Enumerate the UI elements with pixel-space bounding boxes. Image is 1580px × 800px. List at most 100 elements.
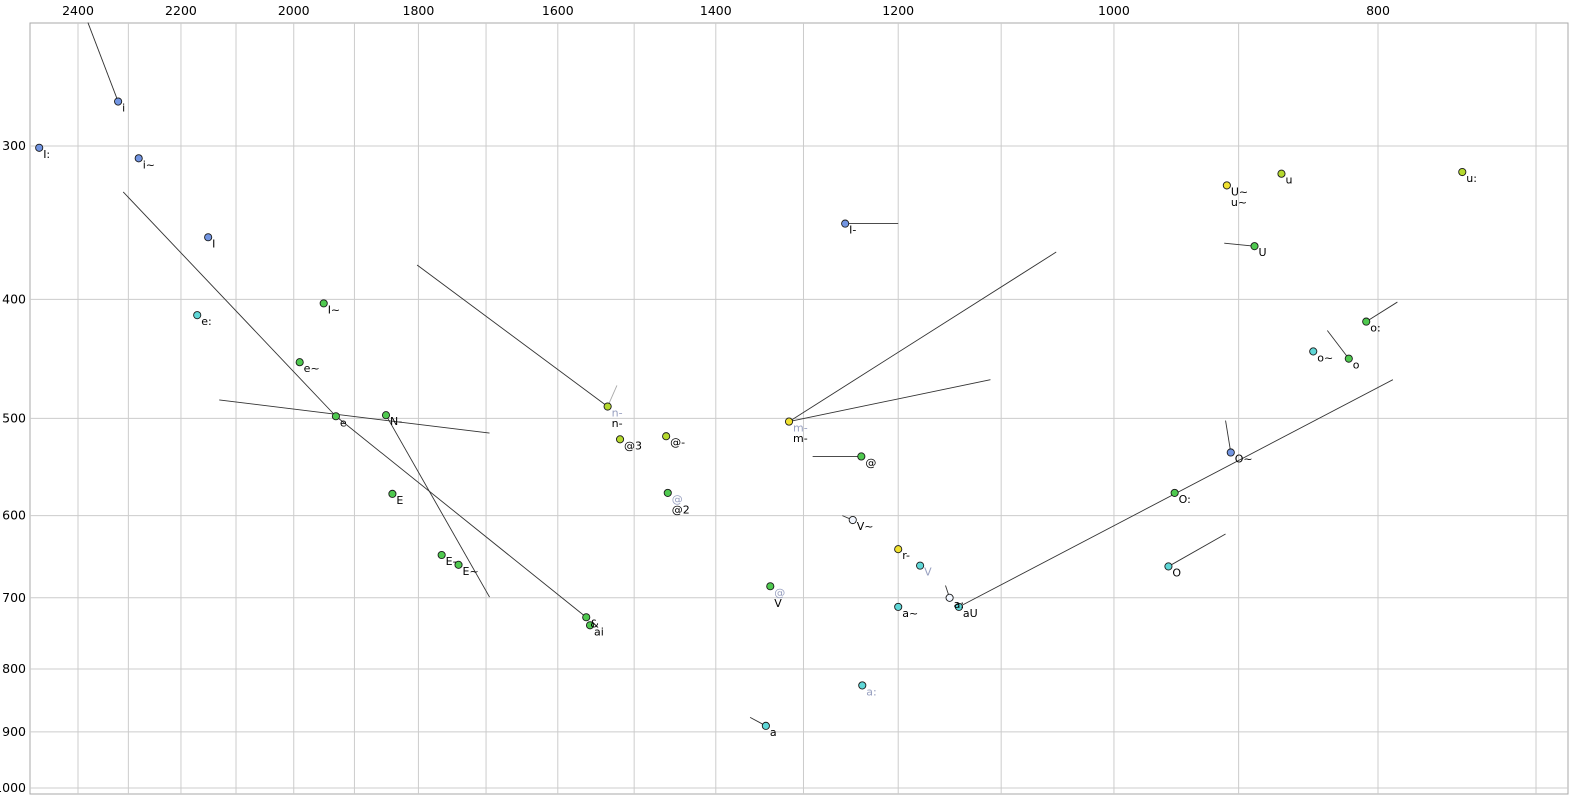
data-point (916, 561, 925, 570)
vowel-label: r- (902, 549, 910, 562)
x-axis-tick-label: 2400 (62, 3, 94, 18)
x-axis-tick-label: 1800 (403, 3, 435, 18)
trace-line (219, 399, 490, 434)
y-axis-tick-label: 1000 (0, 780, 26, 795)
vowel-label: V (924, 566, 932, 579)
y-axis-tick-label: 600 (2, 508, 26, 523)
vowel-label: U (1259, 246, 1267, 259)
data-point (1250, 242, 1259, 251)
y-axis-tick-label: 400 (2, 291, 26, 306)
data-point (35, 143, 44, 152)
vowel-label: U~ (1231, 185, 1248, 198)
x-axis-tick-label: 2200 (165, 3, 197, 18)
vowel-label: o~ (1317, 351, 1333, 364)
data-point (603, 402, 612, 411)
data-point (193, 311, 202, 320)
vowel-label: E~ (463, 565, 479, 578)
data-point (894, 602, 903, 611)
vowel-label: @ (865, 456, 876, 469)
x-axis-tick-label: 1200 (882, 3, 914, 18)
vowel-label: m- (793, 422, 808, 435)
vowel-label: ai (594, 625, 604, 638)
data-point (388, 489, 397, 498)
vowel-label: o (1353, 359, 1360, 372)
vowel-label: N- (390, 415, 402, 428)
trace-line (1365, 301, 1398, 322)
data-point (848, 515, 857, 525)
data-point (1170, 488, 1179, 497)
x-axis-tick-label: 2000 (278, 3, 310, 18)
trace-line (87, 22, 119, 102)
vowel-label: a (770, 726, 777, 739)
x-axis-tick-label: 800 (1366, 3, 1390, 18)
vowel-label: @ (774, 586, 785, 599)
vowel-label: i~ (143, 158, 155, 171)
vowel-label: @ (672, 493, 683, 506)
vowel-label: u~ (1231, 196, 1247, 209)
data-point (1222, 181, 1231, 190)
data-point (784, 417, 794, 426)
trace-line (1168, 533, 1226, 567)
vowel-label: I: (43, 148, 50, 161)
vowel-label: n- (612, 417, 623, 430)
plot-border (29, 22, 1569, 795)
trace-line (1224, 242, 1255, 247)
data-point (319, 299, 328, 308)
data-point (945, 593, 954, 602)
data-point (437, 550, 446, 560)
data-point (857, 452, 866, 461)
vowel-label: @- (670, 436, 685, 449)
data-point (894, 545, 903, 554)
data-point (662, 432, 671, 441)
vowel-label: E (396, 494, 403, 507)
vowel-label: a: (954, 598, 964, 611)
trace-line (788, 251, 1057, 422)
y-axis-tick-label: 700 (2, 590, 26, 605)
vowel-label: e (340, 416, 347, 429)
data-point (858, 681, 867, 690)
data-point (114, 97, 123, 106)
data-point (615, 435, 625, 444)
vowel-label: e: (201, 315, 211, 328)
data-point (766, 582, 775, 591)
y-axis-tick-label: 300 (2, 138, 26, 153)
data-point (331, 412, 340, 421)
trace-line (385, 414, 490, 598)
data-point (1362, 317, 1371, 326)
data-point (134, 154, 143, 163)
data-point (1226, 448, 1235, 457)
x-axis-tick-label: 1400 (700, 3, 732, 18)
data-point (954, 602, 963, 611)
trace-line (416, 264, 608, 407)
trace-line (1225, 420, 1232, 453)
vowel-label: I~ (328, 303, 340, 316)
vowel-label: O (1172, 566, 1181, 579)
data-point (1164, 562, 1173, 571)
x-axis-tick-label: 1000 (1098, 3, 1130, 18)
vowel-label: m- (793, 432, 808, 445)
data-point (204, 233, 213, 242)
vowel-label: e~ (304, 362, 320, 375)
vowel-label: O: (1179, 493, 1191, 506)
data-point (841, 219, 850, 228)
vowel-label: & (590, 617, 599, 630)
vowel-label: @2 (672, 503, 690, 516)
data-point (1309, 347, 1318, 356)
vowel-label: V~ (857, 520, 874, 533)
vowel-label: a: (866, 685, 876, 698)
trace-line (1326, 330, 1350, 359)
vowel-label: O~ (1235, 452, 1253, 465)
trace-line (788, 379, 991, 423)
vowel-label: u (1285, 174, 1292, 187)
vowel-label: I- (849, 224, 856, 237)
data-point (663, 488, 672, 497)
vowel-label: o: (1370, 322, 1380, 335)
vowel-label: n- (612, 407, 623, 420)
vowel-label: u: (1466, 172, 1477, 185)
vowel-label: E- (446, 555, 457, 568)
y-axis-tick-label: 800 (2, 661, 26, 676)
vowel-label: I (212, 237, 215, 250)
vowel-label: aU (963, 607, 978, 620)
